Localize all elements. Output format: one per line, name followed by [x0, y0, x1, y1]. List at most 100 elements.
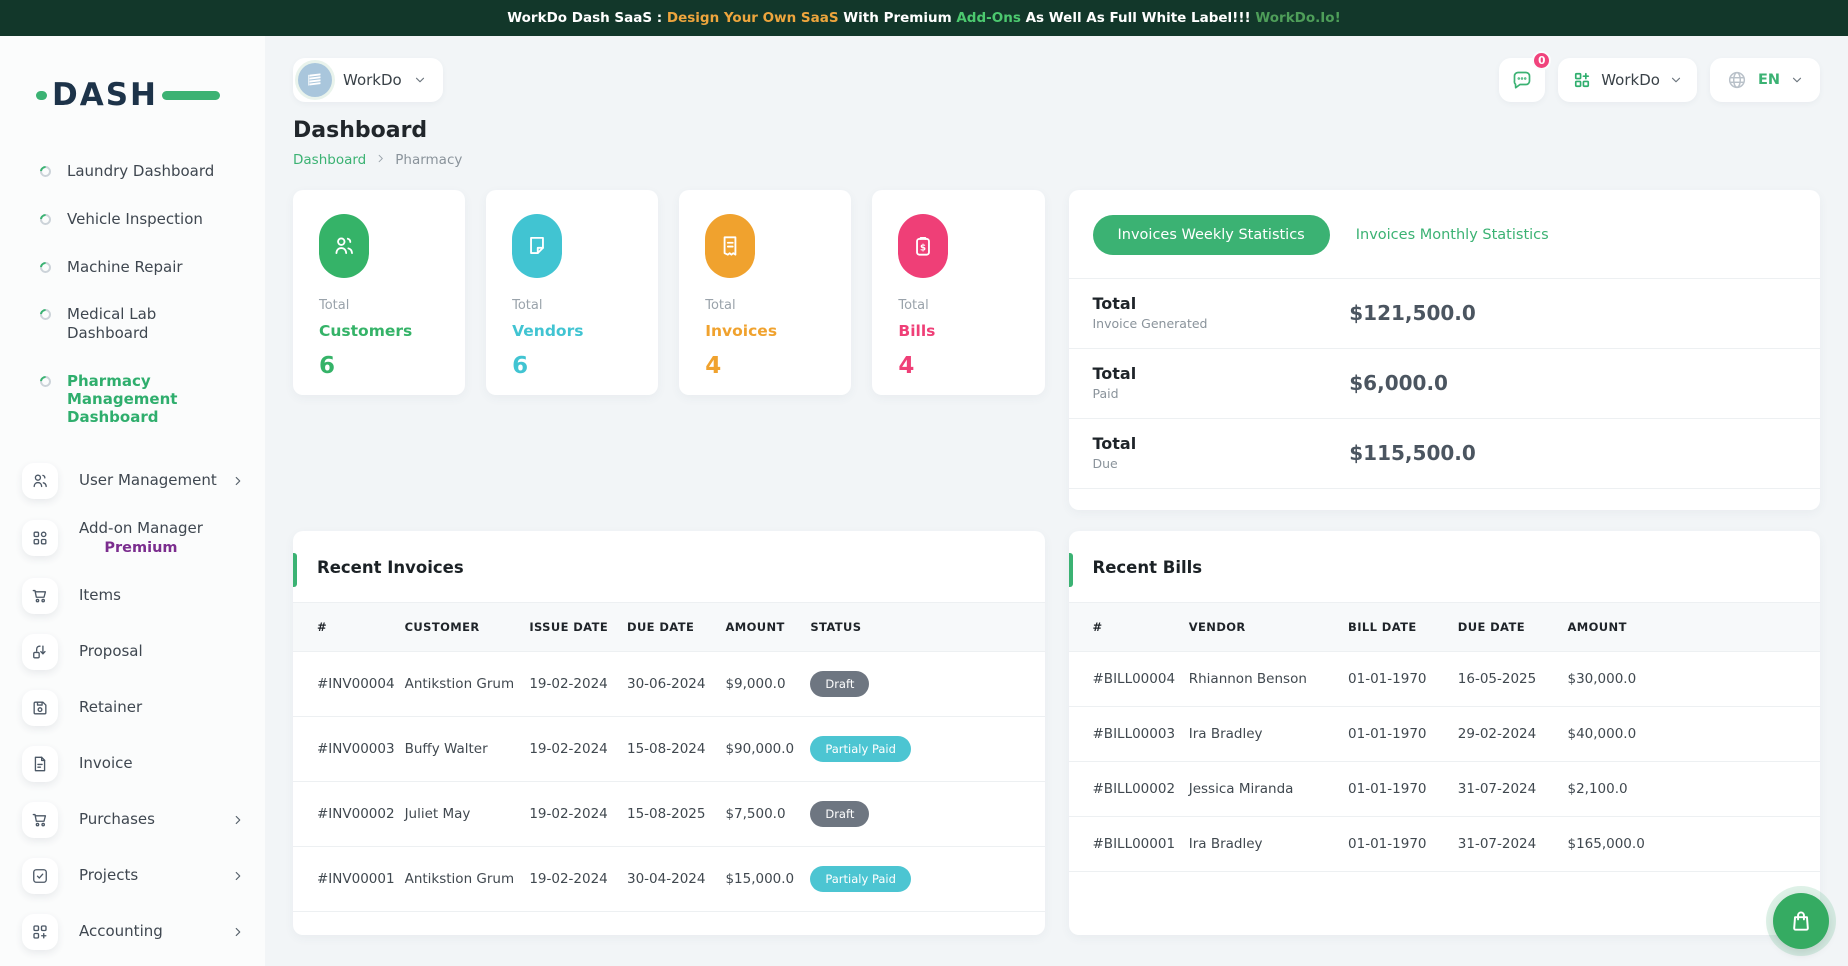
invoice-id: #INV00002: [293, 781, 405, 847]
sidebar-item-laundry-dashboard[interactable]: Laundry Dashboard: [0, 162, 265, 181]
sidebar-item-label: Medical Lab Dashboard: [67, 305, 157, 342]
bill-date: 01-01-1970: [1348, 706, 1458, 762]
sidebar-item-user-management[interactable]: User Management: [0, 462, 265, 499]
bill-due-date: 31-07-2024: [1457, 761, 1568, 817]
total-vendors-card[interactable]: Total Vendors 6: [486, 190, 659, 395]
page-title: Dashboard: [293, 118, 428, 143]
workspace-selector[interactable]: WorkDo: [1558, 58, 1697, 102]
banner-segment: Design Your Own SaaS: [666, 10, 839, 26]
bill-id: #BILL00004: [1068, 651, 1189, 707]
sidebar-item-label: Pharmacy Management Dashboard: [67, 371, 178, 427]
table-row: #BILL00003 Ira Bradley 01-01-1970 29-02-…: [1068, 706, 1820, 762]
column-header: STATUS: [810, 602, 1045, 652]
dash-logo[interactable]: DASH: [36, 74, 220, 116]
column-header: CUSTOMER: [404, 602, 530, 652]
recent-invoices-title: Recent Invoices: [317, 558, 464, 577]
sidebar-item-retainer[interactable]: Retainer: [0, 689, 265, 726]
stat-cards: Total Customers 6 Total Vendors 6: [293, 190, 1045, 395]
column-header: DUE DATE: [1457, 602, 1568, 652]
company-avatar: [298, 63, 332, 97]
chevron-right-icon: [375, 152, 386, 168]
sidebar-item-label: Retainer: [79, 698, 143, 717]
invoice-issue-date: 19-02-2024: [529, 716, 627, 782]
bills-icon: $: [898, 214, 949, 278]
invoice-amount: $7,500.0: [725, 781, 811, 847]
stat-label-top: Total: [512, 298, 543, 313]
sidebar-item-invoice[interactable]: Invoice: [0, 745, 265, 782]
language-code: EN: [1757, 72, 1780, 88]
recent-invoices-header: Recent Invoices: [293, 531, 1045, 602]
svg-text:$: $: [920, 243, 926, 253]
banner-segment: WorkDo.Io!: [1255, 10, 1341, 26]
invoice-amount: $9,000.0: [725, 651, 811, 717]
invoice-issue-date: 19-02-2024: [529, 651, 627, 717]
table-row: #BILL00002 Jessica Miranda 01-01-1970 31…: [1068, 761, 1820, 817]
grid-plus-icon: [22, 913, 58, 950]
globe-icon: [1726, 69, 1748, 91]
sidebar-item-proposal[interactable]: Proposal: [0, 633, 265, 670]
messenger-button[interactable]: 0: [1499, 51, 1552, 102]
premium-badge: Premium: [104, 540, 178, 557]
sidebar-item-vehicle-inspection[interactable]: Vehicle Inspection: [0, 210, 265, 229]
invoice-id: #INV00004: [293, 651, 405, 717]
tab-invoices-monthly[interactable]: Invoices Monthly Statistics: [1355, 227, 1549, 243]
table-row: #INV00002 Juliet May 19-02-2024 15-08-20…: [293, 781, 1045, 847]
recent-invoices-table: # CUSTOMER ISSUE DATE DUE DATE AMOUNT ST…: [293, 602, 1045, 912]
promo-banner: WorkDo Dash SaaS : Design Your Own SaaS …: [0, 0, 1848, 36]
recent-bills-title: Recent Bills: [1092, 558, 1203, 577]
stat-row-value: $121,500.0: [1349, 300, 1476, 325]
sidebar-item-machine-repair[interactable]: Machine Repair: [0, 258, 265, 277]
bill-vendor: Rhiannon Benson: [1188, 651, 1349, 707]
column-header: AMOUNT: [1567, 602, 1820, 652]
statistics-tabs: Invoices Weekly Statistics Invoices Mont…: [1068, 190, 1820, 279]
sidebar-item-label: Accounting: [79, 922, 163, 941]
ring-icon: [37, 163, 54, 180]
breadcrumb-dashboard-link[interactable]: Dashboard: [293, 152, 367, 168]
cart-fab-button[interactable]: [1773, 893, 1829, 949]
statistics-row: Total Due $115,500.0: [1068, 419, 1820, 489]
invoice-statistics-panel: Invoices Weekly Statistics Invoices Mont…: [1068, 190, 1820, 510]
sidebar-item-label: User Management: [79, 470, 217, 489]
tab-invoices-weekly[interactable]: Invoices Weekly Statistics: [1092, 215, 1330, 255]
save-icon: [22, 689, 58, 726]
sidebar-item-items[interactable]: Items: [0, 577, 265, 614]
sidebar-item-pharmacy-dashboard[interactable]: Pharmacy Management Dashboard: [0, 372, 265, 427]
breadcrumb: Dashboard Pharmacy: [293, 152, 1820, 168]
chevron-down-icon: [1790, 73, 1804, 87]
main-content: WorkDo 0 WorkDo: [265, 36, 1848, 966]
bill-vendor: Ira Bradley: [1188, 816, 1349, 872]
stat-label-top: Total: [319, 298, 350, 313]
bill-id: #BILL00002: [1068, 761, 1189, 817]
topbar-actions: 0 WorkDo EN: [1499, 51, 1820, 102]
recent-bills-card: Recent Bills # VENDOR BILL DATE DUE DATE…: [1068, 531, 1820, 935]
invoice-due-date: 15-08-2025: [627, 781, 726, 847]
ring-icon: [37, 211, 54, 228]
bill-amount: $2,100.0: [1567, 761, 1820, 817]
ring-icon: [37, 306, 54, 323]
chevron-right-icon: [231, 474, 245, 488]
column-header: ISSUE DATE: [529, 602, 627, 652]
company-selector[interactable]: WorkDo: [293, 58, 443, 102]
chevron-down-icon: [1669, 73, 1683, 87]
total-invoices-card[interactable]: Total Invoices 4: [679, 190, 852, 395]
users-icon: [22, 462, 58, 499]
apps-plus-icon: [1572, 70, 1592, 90]
sidebar-item-accounting[interactable]: Accounting: [0, 913, 265, 950]
column-header: #: [293, 602, 405, 652]
sidebar-item-projects[interactable]: Projects: [0, 857, 265, 894]
stat-label: Invoices: [705, 322, 778, 340]
invoices-icon: [705, 214, 756, 278]
sidebar-item-medical-lab-dashboard[interactable]: Medical Lab Dashboard: [0, 305, 265, 343]
table-row: #INV00004 Antikstion Grum 19-02-2024 30-…: [293, 651, 1045, 717]
grid-icon: [22, 520, 58, 557]
invoice-issue-date: 19-02-2024: [529, 781, 627, 847]
sidebar-item-purchases[interactable]: Purchases: [0, 801, 265, 838]
total-customers-card[interactable]: Total Customers 6: [293, 190, 466, 395]
total-bills-card[interactable]: $ Total Bills 4: [872, 190, 1045, 395]
invoice-amount: $15,000.0: [725, 846, 811, 912]
invoice-due-date: 30-04-2024: [627, 846, 726, 912]
sidebar-item-addon-manager[interactable]: Add-on Manager Premium: [0, 519, 265, 558]
language-selector[interactable]: EN: [1709, 58, 1820, 102]
bill-date: 01-01-1970: [1348, 761, 1458, 817]
status-badge: Partialy Paid: [810, 866, 911, 892]
